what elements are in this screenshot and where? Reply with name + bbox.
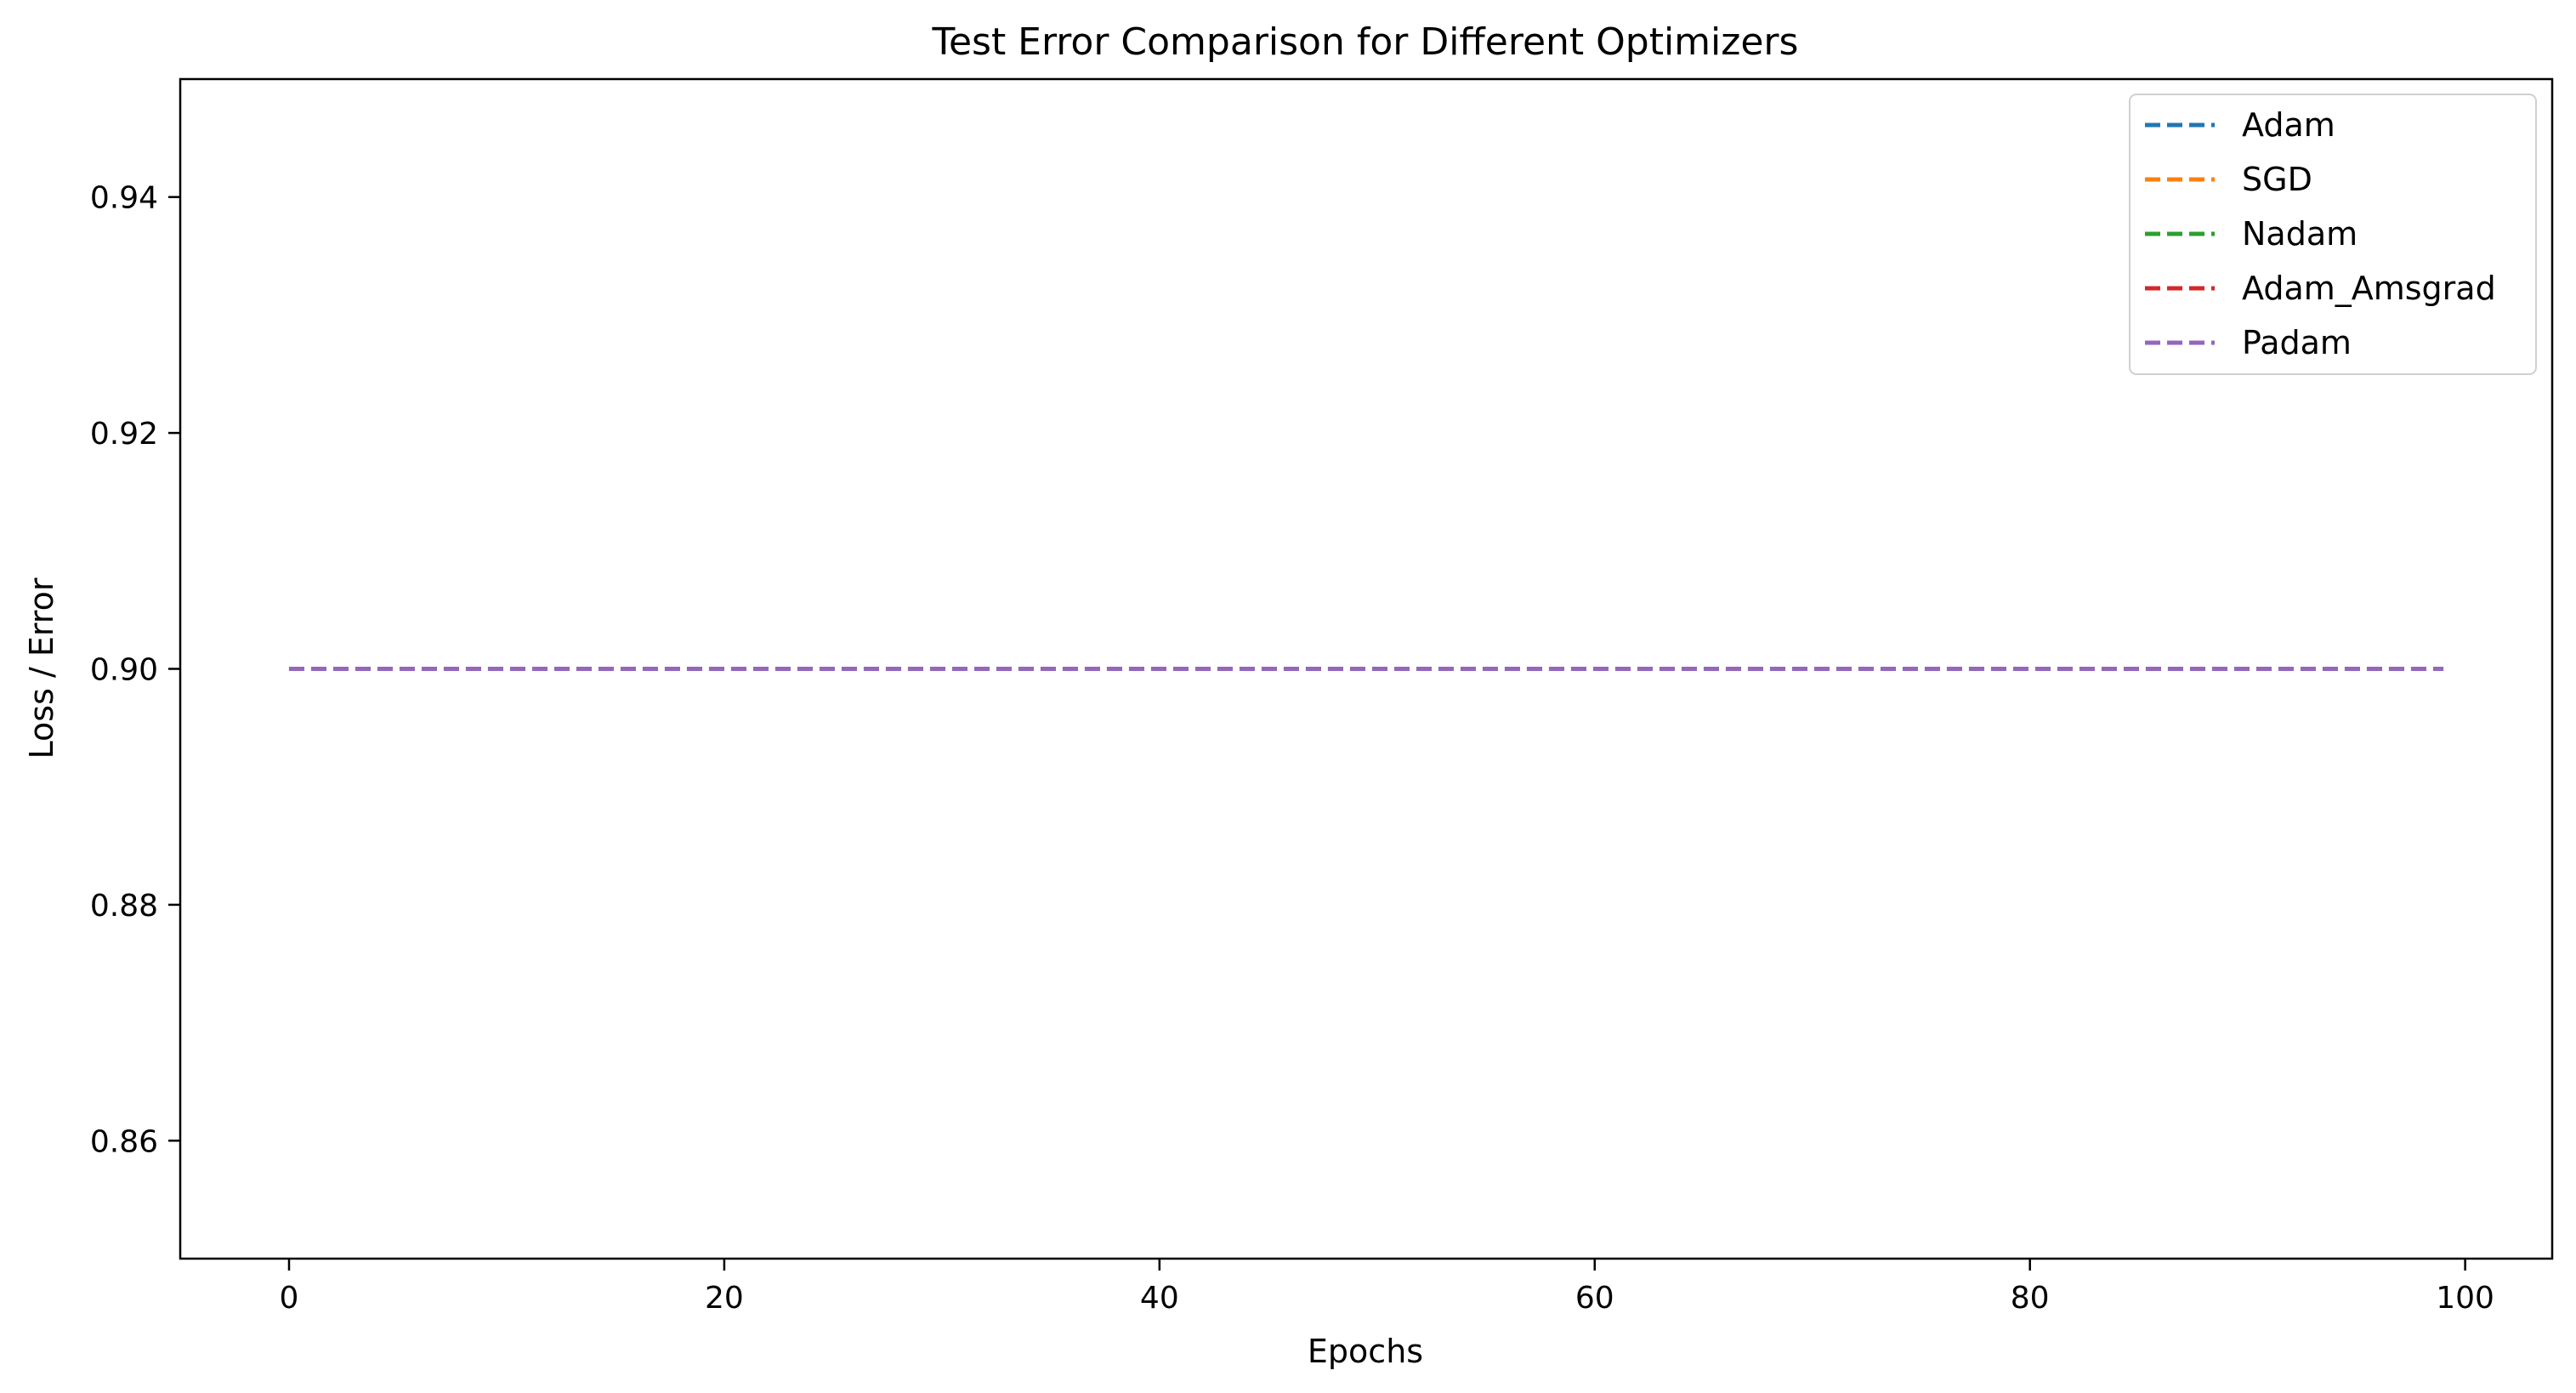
legend-box bbox=[2129, 94, 2537, 375]
legend-label: Padam bbox=[2242, 324, 2352, 361]
x-tick-label: 20 bbox=[705, 1281, 744, 1316]
plot-area-frame bbox=[179, 77, 2554, 1260]
x-tick-label: 0 bbox=[280, 1281, 299, 1316]
x-axis-label: Epochs bbox=[1308, 1333, 1423, 1370]
x-tick-label: 100 bbox=[2436, 1281, 2494, 1316]
legend-label: SGD bbox=[2242, 161, 2312, 198]
ticks-layer: 0 20 40 60 80 100 0.86 0.88 0.90 0.92 0.94 bbox=[90, 181, 2494, 1316]
legend-label: Adam_Amsgrad bbox=[2242, 270, 2496, 307]
legend-label: Nadam bbox=[2242, 215, 2358, 253]
y-tick-label: 0.90 bbox=[90, 653, 158, 688]
x-tick-label: 60 bbox=[1575, 1281, 1614, 1316]
x-tick-label: 40 bbox=[1140, 1281, 1179, 1316]
y-axis-label: Loss / Error bbox=[23, 577, 60, 759]
y-tick-label: 0.92 bbox=[90, 417, 158, 452]
y-tick-label: 0.86 bbox=[90, 1124, 158, 1159]
chart-title: Test Error Comparison for Different Opti… bbox=[932, 20, 1799, 64]
legend: Adam SGD Nadam Adam_Amsgrad Padam bbox=[2129, 94, 2537, 375]
y-tick-label: 0.94 bbox=[90, 181, 158, 216]
y-tick-label: 0.88 bbox=[90, 889, 158, 924]
legend-label: Adam bbox=[2242, 106, 2335, 144]
x-tick-label: 80 bbox=[2011, 1281, 2050, 1316]
